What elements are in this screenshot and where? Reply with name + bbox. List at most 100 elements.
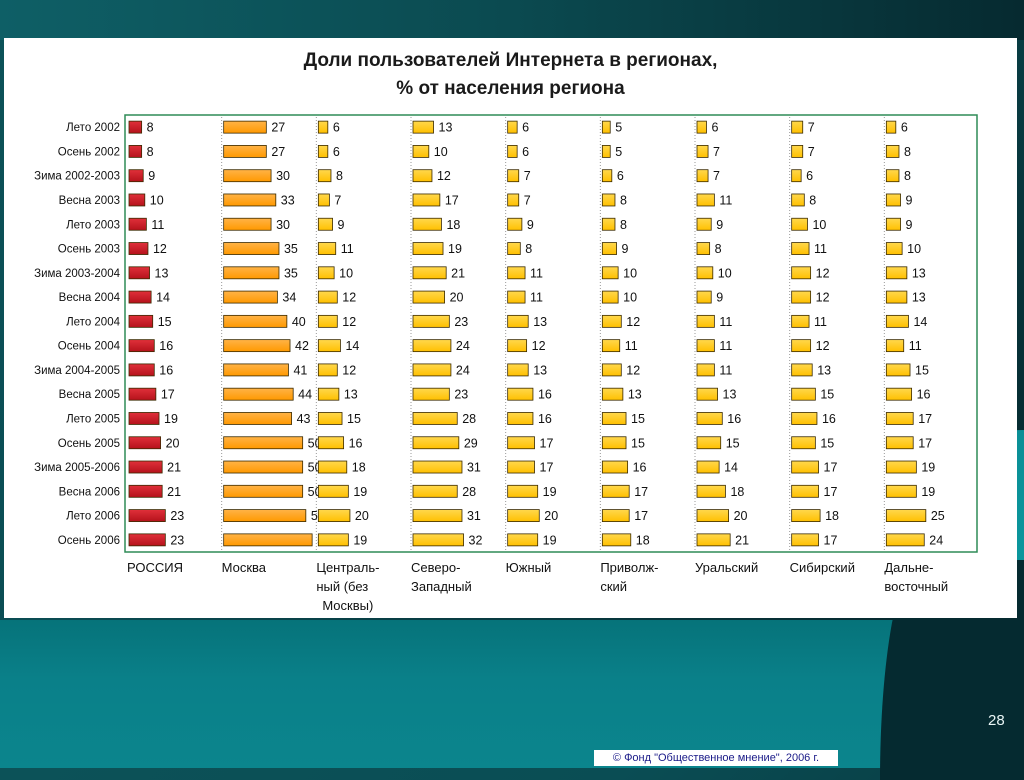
data-bar <box>223 242 280 255</box>
data-label: 10 <box>339 266 353 280</box>
data-label: 16 <box>727 412 741 426</box>
data-bar <box>696 145 709 158</box>
data-bar <box>507 145 518 158</box>
data-bar <box>791 314 810 328</box>
data-bar <box>128 290 152 304</box>
data-label: 15 <box>347 412 361 426</box>
data-label: 11 <box>814 242 827 256</box>
data-label: 16 <box>633 461 647 475</box>
data-bar <box>223 120 267 134</box>
data-label: 27 <box>271 145 285 159</box>
data-label: 6 <box>333 145 340 159</box>
data-label: 6 <box>522 145 529 159</box>
data-bar <box>507 509 540 522</box>
data-bar <box>223 363 289 377</box>
data-bar <box>791 120 804 134</box>
data-label: 30 <box>276 169 290 183</box>
data-bar <box>791 412 818 425</box>
data-label: 11 <box>530 291 543 305</box>
data-label: 14 <box>345 339 359 353</box>
data-bar <box>696 314 715 328</box>
data-bar <box>317 145 329 158</box>
category-label: Зима 2002-2003 <box>34 171 120 183</box>
data-bar <box>696 387 718 401</box>
data-bar <box>317 290 338 304</box>
data-bar <box>223 169 272 183</box>
series-label: Дальне- <box>884 560 933 575</box>
data-label: 9 <box>338 218 345 232</box>
data-bar <box>885 339 905 353</box>
data-bar <box>412 266 447 280</box>
data-bar <box>791 363 813 377</box>
data-bar <box>601 290 619 304</box>
data-label: 19 <box>164 412 178 426</box>
data-bar <box>601 484 630 498</box>
data-label: 11 <box>341 242 354 256</box>
data-bar <box>317 412 343 425</box>
data-bar <box>223 339 291 353</box>
data-bar <box>791 436 816 450</box>
data-label: 10 <box>150 193 164 207</box>
data-bar <box>885 387 913 401</box>
data-label: 40 <box>292 315 306 329</box>
data-label: 7 <box>808 121 815 135</box>
data-bar <box>696 290 712 304</box>
data-label: 11 <box>625 339 638 353</box>
data-bar <box>507 387 534 401</box>
data-label: 6 <box>806 169 813 183</box>
data-bar <box>412 412 458 425</box>
category-label: Осень 2004 <box>58 341 121 353</box>
data-label: 15 <box>631 436 645 450</box>
data-bar <box>317 193 330 207</box>
category-label: Весна 2003 <box>59 195 120 207</box>
data-bar <box>791 509 821 522</box>
data-bar <box>412 363 452 377</box>
data-bar <box>601 509 630 522</box>
data-bar <box>223 533 313 547</box>
data-label: 33 <box>281 193 295 207</box>
data-bar <box>317 169 332 183</box>
data-label: 11 <box>151 218 164 232</box>
data-bar <box>317 436 345 450</box>
data-bar <box>791 217 808 231</box>
data-bar <box>507 412 534 425</box>
data-label: 10 <box>812 218 826 232</box>
data-bar <box>128 387 157 401</box>
data-bar <box>696 436 722 450</box>
data-bar <box>317 460 348 474</box>
plot-area-border <box>124 114 978 553</box>
series-label: Москва <box>222 560 267 575</box>
data-label: 23 <box>454 315 468 329</box>
data-bar <box>885 314 909 328</box>
data-label: 16 <box>822 412 836 426</box>
data-label: 9 <box>148 169 155 183</box>
data-bar <box>412 290 446 304</box>
data-bar <box>885 460 917 474</box>
category-label: Зима 2005-2006 <box>34 462 120 474</box>
data-label: 16 <box>349 436 363 450</box>
data-bar <box>885 533 925 547</box>
data-bar <box>885 509 927 522</box>
data-bar <box>885 484 917 498</box>
data-bar <box>223 484 304 498</box>
bar-chart: Лето 2002 Осень 2002 Зима 2002-2003 Весна 2… <box>34 114 978 613</box>
data-label: 24 <box>929 533 943 547</box>
data-bar <box>791 460 819 474</box>
data-label: 7 <box>713 169 720 183</box>
data-bar <box>128 412 160 425</box>
data-bar <box>601 460 629 474</box>
data-label: 8 <box>715 242 722 256</box>
data-bar <box>317 217 333 231</box>
data-label: 9 <box>716 218 723 232</box>
data-bar <box>317 387 340 401</box>
data-bar <box>412 484 458 498</box>
series-label: Москвы) <box>322 598 373 613</box>
data-bar <box>507 266 526 280</box>
data-label: 15 <box>158 315 172 329</box>
data-label: 27 <box>271 121 285 135</box>
data-label: 8 <box>904 145 911 159</box>
data-bar <box>128 533 166 547</box>
data-bar <box>791 387 816 401</box>
data-bar <box>128 509 166 522</box>
data-label: 10 <box>623 266 637 280</box>
